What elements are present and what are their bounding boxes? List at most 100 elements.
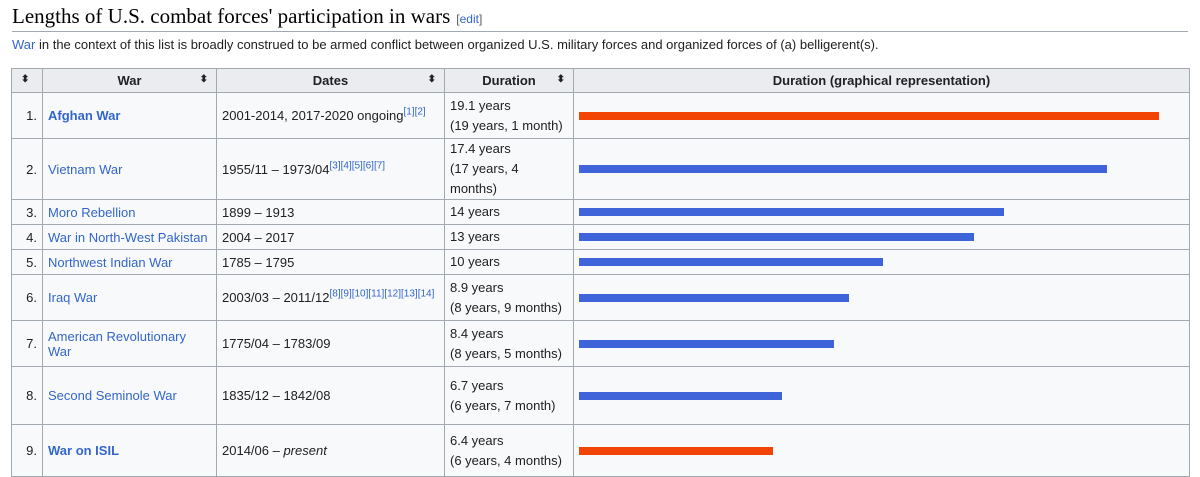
- table-row: 3. Moro Rebellion 1899 – 1913 14 years: [11, 199, 1190, 225]
- table-header-row: ⬍ War ⬍ Dates ⬍ Duration ⬍ Duration (graphi…: [11, 68, 1190, 93]
- war-cell: War on ISIL: [42, 424, 217, 477]
- table-row: 9. War on ISIL 2014/06 – present 6.4 years (…: [11, 424, 1190, 477]
- duration-detail: (6 years, 7 month): [450, 397, 556, 413]
- duration-cell: 6.4 years (6 years, 4 months): [444, 424, 574, 477]
- sort-icon[interactable]: ⬍: [556, 74, 565, 85]
- duration-bar: [579, 391, 782, 400]
- rank-cell: 8.: [11, 366, 43, 425]
- sort-icon[interactable]: ⬍: [199, 74, 208, 85]
- duration-bar: [579, 258, 883, 266]
- rank-cell: 2.: [11, 138, 43, 200]
- table-row: 4. War in North-West Pakistan 2004 – 2017 1…: [11, 224, 1190, 250]
- graph-cell: [573, 320, 1190, 367]
- graph-cell: [573, 92, 1190, 139]
- graph-cell: [573, 224, 1190, 250]
- duration-cell: 6.7 years (6 years, 7 month): [444, 366, 574, 425]
- duration-cell: 14 years: [444, 199, 574, 225]
- dates-cell: 2004 – 2017: [216, 224, 445, 250]
- graph-cell: [573, 366, 1190, 425]
- present-label: present: [283, 443, 327, 458]
- duration-detail: (19 years, 1 month): [450, 117, 563, 133]
- graph-cell: [573, 274, 1190, 321]
- dates-cell: 2001-2014, 2017-2020 ongoing[1][2]: [216, 92, 445, 139]
- dates-cell: 2014/06 – present: [216, 424, 445, 477]
- rank-cell: 5.: [11, 249, 43, 275]
- war-name-link[interactable]: War in North-West Pakistan: [48, 229, 208, 245]
- rank-cell: 9.: [11, 424, 43, 477]
- war-cell: American Revolutionary War: [42, 320, 217, 367]
- war-name-link[interactable]: War on ISIL: [48, 443, 120, 458]
- intro-text: in the context of this list is broadly c…: [35, 37, 879, 52]
- duration-years: 8.4 years: [450, 325, 504, 341]
- dates-cell: 1955/11 – 1973/04[3][4][5][6][7]: [216, 138, 445, 200]
- graph-header: Duration (graphical representation): [573, 68, 1190, 93]
- citation-refs: [3][4][5][6][7]: [329, 160, 386, 172]
- duration-bar: [579, 339, 834, 348]
- war-cell: Second Seminole War: [42, 366, 217, 425]
- war-name-link[interactable]: Moro Rebellion: [48, 204, 136, 220]
- war-cell: Vietnam War: [42, 138, 217, 200]
- duration-years: 19.1 years: [450, 97, 511, 113]
- sort-icon[interactable]: ⬍: [427, 74, 436, 85]
- war-name-link[interactable]: Northwest Indian War: [48, 254, 173, 270]
- intro-paragraph: War in the context of this list is broad…: [12, 37, 879, 52]
- dates-cell: 1835/12 – 1842/08: [216, 366, 445, 425]
- rank-header[interactable]: ⬍: [11, 68, 43, 93]
- duration-detail: (8 years, 5 months): [450, 345, 562, 361]
- duration-cell: 8.9 years (8 years, 9 months): [444, 274, 574, 321]
- duration-bar: [579, 208, 1004, 216]
- citation-refs: [1][2]: [403, 106, 426, 118]
- graph-cell: [573, 249, 1190, 275]
- duration-detail: (17 years, 4 months): [450, 161, 519, 196]
- dates-cell: 1899 – 1913: [216, 199, 445, 225]
- duration-cell: 17.4 years (17 years, 4 months): [444, 138, 574, 200]
- duration-bar: [579, 165, 1107, 173]
- edit-section: [edit]: [456, 12, 483, 26]
- rank-cell: 6.: [11, 274, 43, 321]
- war-cell: Afghan War: [42, 92, 217, 139]
- duration-header[interactable]: Duration ⬍: [444, 68, 574, 93]
- war-cell: War in North-West Pakistan: [42, 224, 217, 250]
- duration-years: 8.9 years: [450, 279, 504, 295]
- war-name-link[interactable]: Iraq War: [48, 290, 98, 305]
- duration-cell: 8.4 years (8 years, 5 months): [444, 320, 574, 367]
- graph-cell: [573, 138, 1190, 200]
- duration-cell: 13 years: [444, 224, 574, 250]
- table-row: 7. American Revolutionary War 1775/04 – 17…: [11, 320, 1190, 367]
- duration-detail: (6 years, 4 months): [450, 452, 562, 468]
- duration-years: 6.7 years: [450, 377, 504, 393]
- war-name-link[interactable]: Vietnam War: [48, 161, 123, 177]
- duration-years: 13 years: [450, 229, 500, 244]
- war-cell: Moro Rebellion: [42, 199, 217, 225]
- duration-years: 14 years: [450, 204, 500, 219]
- duration-bar: [579, 293, 849, 302]
- duration-bar: [579, 446, 773, 455]
- war-name-link[interactable]: Second Seminole War: [48, 388, 177, 403]
- citation-refs: [8][9][10][11][12][13][14]: [329, 288, 435, 300]
- duration-bar: [579, 111, 1159, 120]
- war-name-link[interactable]: American Revolutionary War: [48, 328, 187, 359]
- dates-cell: 1785 – 1795: [216, 249, 445, 275]
- graph-cell: [573, 424, 1190, 477]
- rank-cell: 7.: [11, 320, 43, 367]
- wars-table: ⬍ War ⬍ Dates ⬍ Duration ⬍ Duration (graphi…: [11, 68, 1190, 477]
- war-cell: Northwest Indian War: [42, 249, 217, 275]
- war-header[interactable]: War ⬍: [42, 68, 217, 93]
- duration-bar: [579, 233, 974, 241]
- table-row: 8. Second Seminole War 1835/12 – 1842/08 6.…: [11, 366, 1190, 425]
- sort-icon[interactable]: ⬍: [21, 74, 30, 85]
- dates-header[interactable]: Dates ⬍: [216, 68, 445, 93]
- rank-cell: 1.: [11, 92, 43, 139]
- war-cell: Iraq War: [42, 274, 217, 321]
- duration-detail: (8 years, 9 months): [450, 299, 562, 315]
- duration-years: 17.4 years: [450, 141, 511, 156]
- war-name-link[interactable]: Afghan War: [48, 108, 121, 123]
- edit-link[interactable]: edit: [459, 12, 479, 26]
- war-link[interactable]: War: [12, 37, 36, 52]
- table-row: 2. Vietnam War 1955/11 – 1973/04[3][4][5][…: [11, 138, 1190, 200]
- dates-cell: 1775/04 – 1783/09: [216, 320, 445, 367]
- table-row: 1. Afghan War 2001-2014, 2017-2020 ongoing…: [11, 92, 1190, 139]
- table-row: 6. Iraq War 2003/03 – 2011/12[8][9][10][11…: [11, 274, 1190, 321]
- rank-cell: 4.: [11, 224, 43, 250]
- rank-cell: 3.: [11, 199, 43, 225]
